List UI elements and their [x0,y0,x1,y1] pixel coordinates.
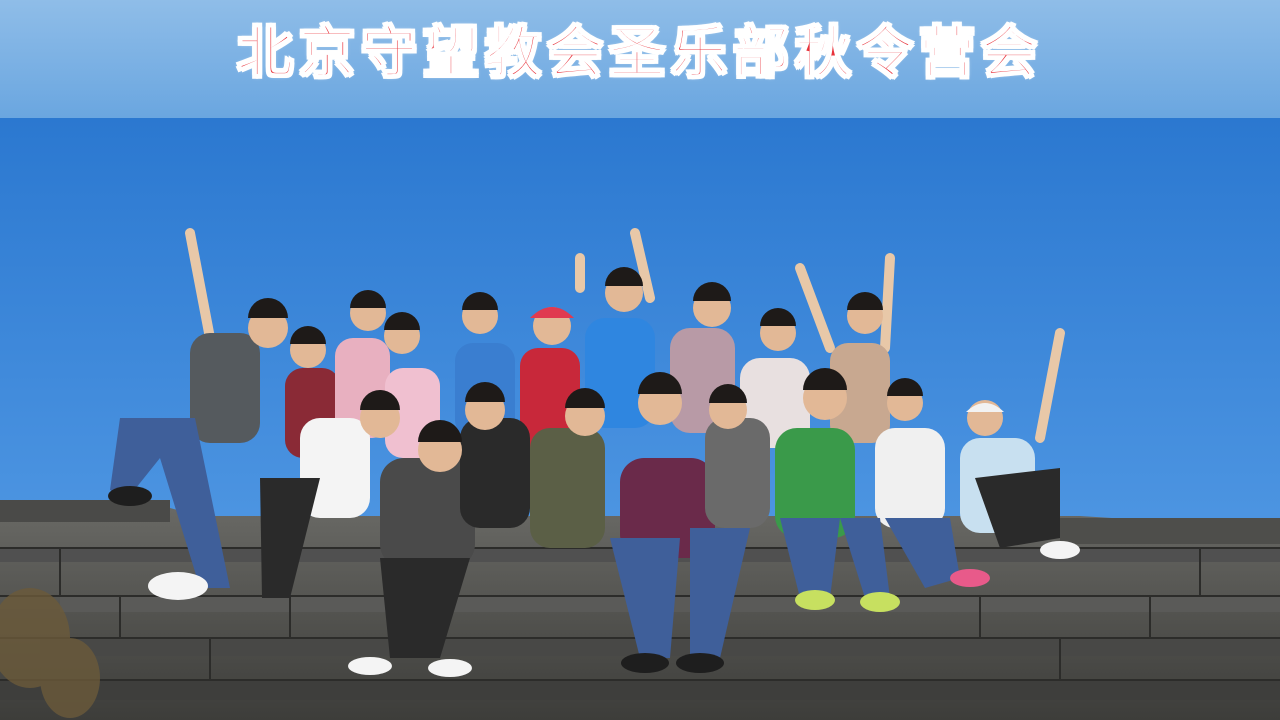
page-title: 北京守望教会圣乐部秋令营会 [236,19,1043,87]
group-photo [0,118,1280,720]
group-photo-illustration [0,118,1280,720]
title-banner: 北京守望教会圣乐部秋令营会 [0,0,1280,118]
people-group [108,228,1080,677]
